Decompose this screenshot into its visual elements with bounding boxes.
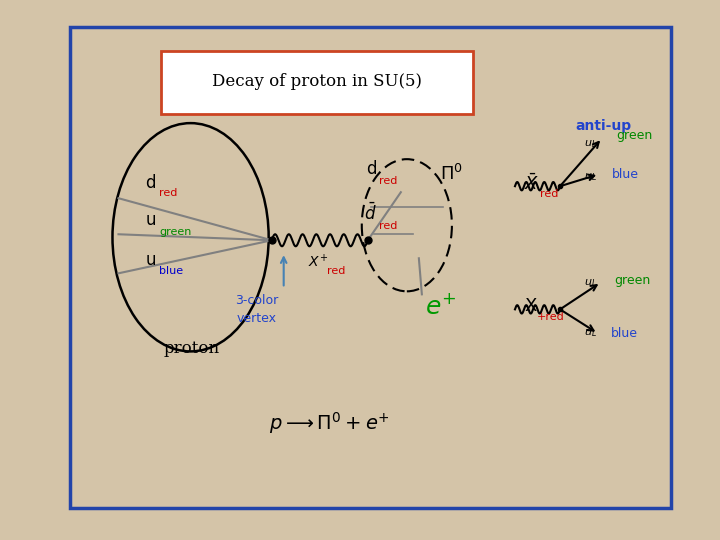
- Text: $u_L$: $u_L$: [584, 327, 597, 339]
- Text: d: d: [145, 174, 156, 192]
- Text: blue: blue: [612, 168, 639, 181]
- Text: 3-color
vertex: 3-color vertex: [235, 294, 279, 325]
- Text: $\bar{d}$: $\bar{d}$: [364, 202, 377, 224]
- Text: blue: blue: [159, 266, 184, 276]
- Text: $\Pi^{0}$: $\Pi^{0}$: [440, 164, 463, 184]
- Bar: [161, 51, 473, 114]
- Text: red: red: [159, 188, 178, 198]
- Text: red: red: [540, 189, 559, 199]
- Text: $u_L$: $u_L$: [584, 171, 597, 183]
- Text: green: green: [159, 227, 192, 237]
- Text: proton: proton: [163, 340, 220, 357]
- Text: $e^{+}$: $e^{+}$: [425, 294, 456, 319]
- Text: X: X: [524, 298, 536, 315]
- Text: blue: blue: [611, 327, 637, 340]
- Text: Decay of proton in SU(5): Decay of proton in SU(5): [212, 72, 422, 90]
- Text: red: red: [327, 266, 346, 276]
- Text: anti-up: anti-up: [575, 119, 631, 133]
- Text: green: green: [614, 274, 650, 287]
- Text: $X^{+}$: $X^{+}$: [307, 253, 328, 270]
- Text: red: red: [379, 176, 397, 186]
- Text: +red: +red: [537, 312, 565, 321]
- Text: $\bar{X}$: $\bar{X}$: [524, 173, 539, 193]
- Text: $u_L$: $u_L$: [584, 278, 597, 289]
- Text: u: u: [145, 251, 156, 268]
- Text: d: d: [366, 160, 377, 178]
- Text: u: u: [145, 212, 156, 230]
- Text: $u_L$: $u_L$: [584, 138, 597, 150]
- Text: $p \longrightarrow \Pi^{0} + e^{+}$: $p \longrightarrow \Pi^{0} + e^{+}$: [269, 410, 390, 436]
- Text: red: red: [379, 221, 397, 231]
- Text: green: green: [616, 129, 652, 141]
